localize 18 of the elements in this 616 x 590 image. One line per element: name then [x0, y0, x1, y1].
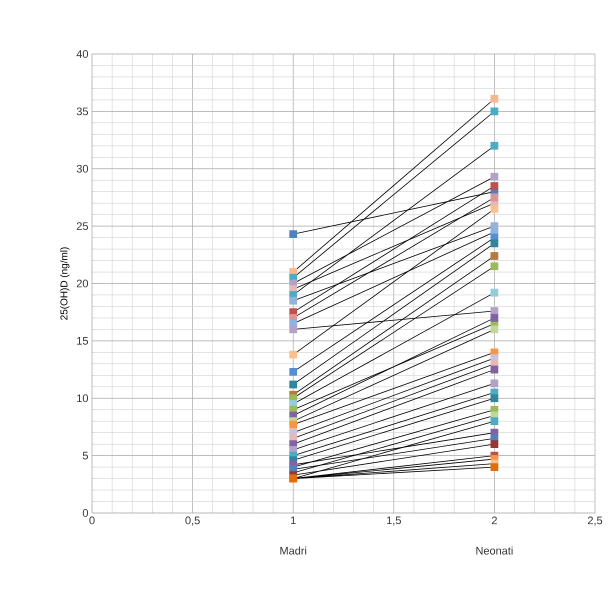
- x-tick-label: 2: [492, 516, 497, 524]
- y-tick-label: 40: [76, 50, 88, 58]
- text: Madri: [280, 546, 306, 555]
- y-tick-label: 35: [76, 108, 88, 116]
- y-tick-label: 5: [82, 452, 88, 460]
- x-tick-label: 0: [89, 516, 95, 524]
- y-tick-label: 25: [76, 222, 88, 230]
- y-tick-label: 15: [77, 337, 88, 345]
- y-axis-title: 25(OH)D (ng/ml): [60, 247, 70, 320]
- x-tick-label: 0,5: [185, 516, 200, 526]
- x-tick-label: 1: [290, 516, 296, 524]
- text: Neonati: [476, 546, 513, 555]
- y-tick-label: 10: [77, 394, 88, 402]
- y-tick-label: 0: [82, 509, 88, 517]
- y-tick-label: 30: [76, 164, 88, 173]
- x-tick-label: 1,5: [387, 516, 401, 526]
- x-tick-label: 2,5: [588, 516, 602, 526]
- y-tick-label: 20: [76, 280, 88, 288]
